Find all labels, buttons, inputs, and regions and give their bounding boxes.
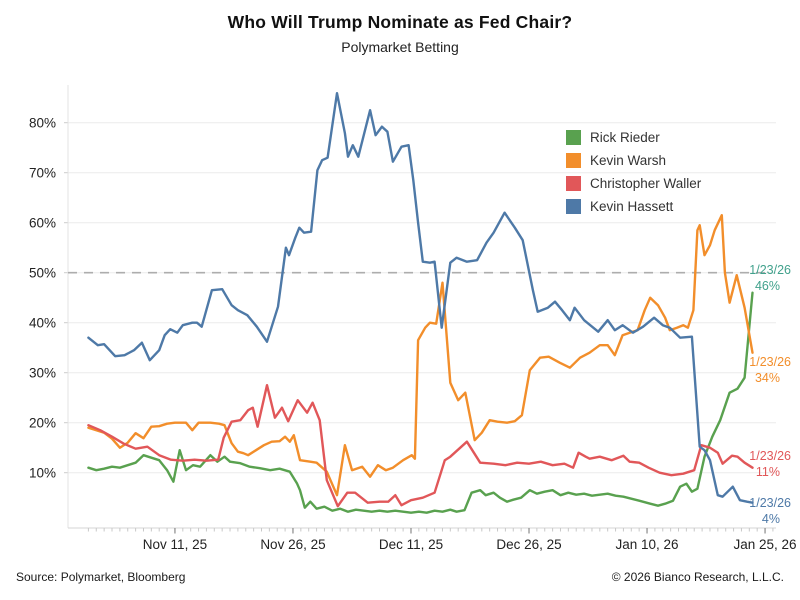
legend-swatch-icon bbox=[566, 199, 581, 214]
y-tick-label: 10% bbox=[29, 466, 56, 481]
y-tick-label: 20% bbox=[29, 416, 56, 431]
x-tick-label: Jan 25, 26 bbox=[734, 537, 797, 552]
y-tick-label: 60% bbox=[29, 216, 56, 231]
annotation-value: 11% bbox=[755, 465, 780, 479]
y-tick-label: 40% bbox=[29, 316, 56, 331]
annotation-kevin-warsh: 1/23/26 34% bbox=[727, 354, 791, 386]
page-title: Who Will Trump Nominate as Fed Chair? bbox=[227, 12, 573, 32]
legend-item-kevin-hassett: Kevin Hassett bbox=[566, 195, 701, 218]
y-tick-label: 50% bbox=[29, 266, 56, 281]
annotation-value: 46% bbox=[754, 279, 780, 293]
legend-item-kevin-warsh: Kevin Warsh bbox=[566, 149, 701, 172]
annotation-date: 1/23/26 bbox=[749, 355, 791, 369]
legend-item-christopher-waller: Christopher Waller bbox=[566, 172, 701, 195]
x-tick-label: Nov 26, 25 bbox=[260, 537, 325, 552]
series-line-kevin-warsh bbox=[87, 213, 754, 497]
x-tick-label: Dec 26, 25 bbox=[496, 537, 561, 552]
annotation-date: 1/23/26 bbox=[749, 263, 791, 277]
series-line-kevin-hassett bbox=[87, 91, 754, 504]
y-tick-label: 80% bbox=[29, 116, 56, 131]
x-tick-label: Nov 11, 25 bbox=[143, 537, 207, 552]
series-line-rick-rieder bbox=[87, 291, 754, 514]
legend-swatch-icon bbox=[566, 176, 581, 191]
annotation-rick-rieder: 1/23/26 46% bbox=[727, 262, 791, 294]
annotation-value: 4% bbox=[761, 512, 780, 526]
series-line-christopher-waller bbox=[87, 384, 754, 508]
annotation-value: 34% bbox=[754, 371, 780, 385]
legend-item-rick-rieder: Rick Rieder bbox=[566, 126, 701, 149]
annotation-christopher-waller: 1/23/26 11% bbox=[727, 448, 791, 480]
annotation-date: 1/23/26 bbox=[749, 449, 791, 463]
legend: Rick Rieder Kevin Warsh Christopher Wall… bbox=[566, 126, 701, 218]
annotation-date: 1/23/26 bbox=[749, 496, 791, 510]
x-tick-label: Dec 11, 25 bbox=[379, 537, 443, 552]
legend-item-label: Kevin Hassett bbox=[590, 199, 674, 214]
legend-item-label: Kevin Warsh bbox=[590, 153, 667, 168]
legend-item-label: Christopher Waller bbox=[590, 176, 702, 191]
y-tick-label: 70% bbox=[29, 166, 56, 181]
legend-item-label: Rick Rieder bbox=[590, 130, 660, 145]
copyright-note: © 2026 Bianco Research, L.L.C. bbox=[611, 570, 784, 584]
annotation-kevin-hassett: 1/23/26 4% bbox=[727, 495, 791, 527]
x-tick-label: Jan 10, 26 bbox=[615, 537, 678, 552]
legend-swatch-icon bbox=[566, 153, 581, 168]
source-note: Source: Polymarket, Bloomberg bbox=[16, 570, 186, 584]
legend-swatch-icon bbox=[566, 130, 581, 145]
y-tick-label: 30% bbox=[29, 366, 56, 381]
page-subtitle: Polymarket Betting bbox=[341, 39, 459, 55]
